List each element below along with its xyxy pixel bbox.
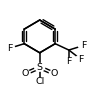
Text: F: F (66, 57, 72, 66)
Text: S: S (37, 63, 43, 72)
Ellipse shape (35, 64, 45, 71)
Text: F: F (7, 44, 12, 53)
Text: Cl: Cl (35, 77, 44, 86)
Ellipse shape (64, 58, 74, 66)
Text: F: F (78, 55, 83, 64)
Ellipse shape (5, 44, 15, 52)
Ellipse shape (78, 42, 88, 49)
Text: O: O (51, 69, 58, 78)
Ellipse shape (76, 55, 86, 63)
Text: F: F (81, 41, 86, 50)
Ellipse shape (49, 70, 59, 78)
Ellipse shape (20, 70, 30, 78)
Ellipse shape (32, 78, 47, 86)
Text: O: O (21, 69, 29, 78)
